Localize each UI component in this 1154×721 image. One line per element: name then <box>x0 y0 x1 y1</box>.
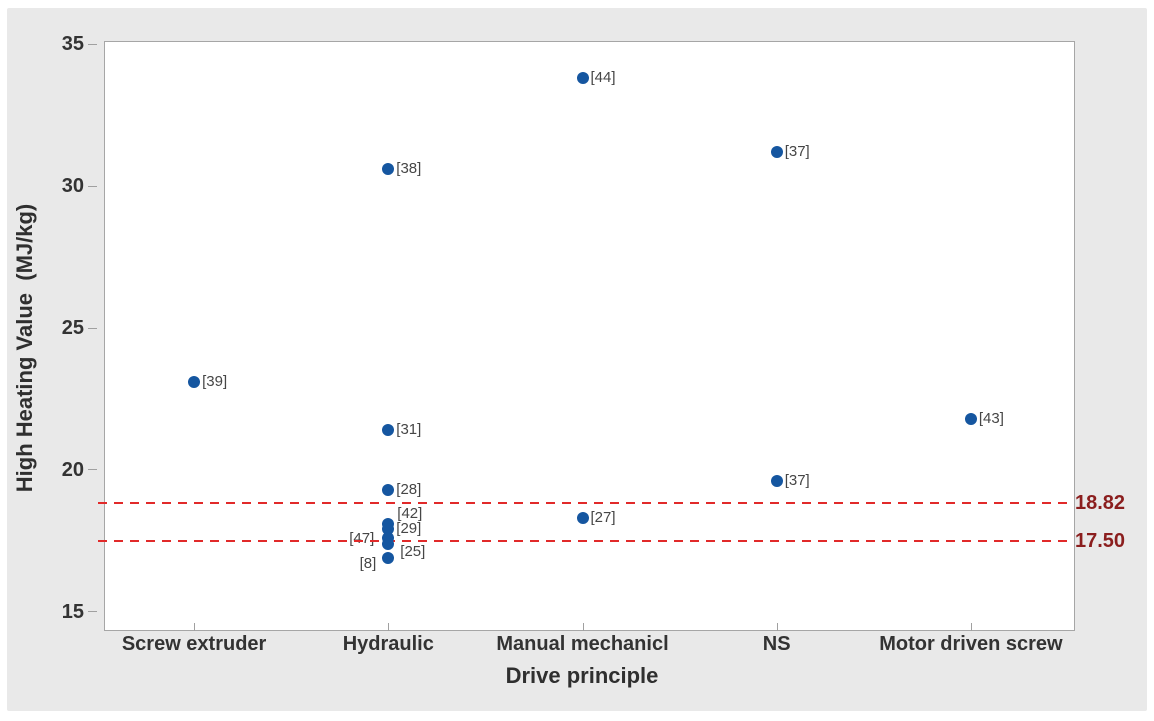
category-label: Manual mechanicl <box>496 633 669 655</box>
data-point[interactable] <box>188 375 201 388</box>
data-point[interactable] <box>576 72 589 85</box>
y-tick-mark <box>88 327 97 329</box>
x-tick-mark <box>582 623 584 631</box>
y-tick-label: 30 <box>61 175 84 198</box>
data-point-label: [31] <box>396 421 422 439</box>
graph-panel <box>7 8 1147 711</box>
x-tick-mark <box>970 623 972 631</box>
data-point[interactable] <box>770 146 783 159</box>
data-point-label: [38] <box>396 160 422 178</box>
category-label: Screw extruder <box>121 633 267 655</box>
category-label: NS <box>762 633 791 655</box>
data-point[interactable] <box>576 512 589 525</box>
data-point-label: [37] <box>784 143 810 161</box>
x-tick-mark <box>194 623 196 631</box>
data-point-label: [47] <box>349 529 375 547</box>
reference-line[interactable] <box>98 539 1067 542</box>
data-point-label: [29] <box>396 520 422 538</box>
y-tick-label: 20 <box>61 458 84 481</box>
reference-line-label: 18.82 <box>1075 492 1126 515</box>
y-tick-mark <box>88 611 97 613</box>
category-label: Hydraulic <box>342 633 434 655</box>
reference-line[interactable] <box>98 502 1067 505</box>
data-point-label: [42] <box>397 504 423 522</box>
data-point[interactable] <box>382 483 395 496</box>
data-point-label: [27] <box>590 509 616 527</box>
data-point-label: [28] <box>396 480 422 498</box>
y-tick-mark <box>88 43 97 45</box>
y-tick-mark <box>88 185 97 187</box>
y-tick-label: 25 <box>61 317 84 339</box>
data-point[interactable] <box>770 475 783 488</box>
data-point[interactable] <box>964 412 977 425</box>
reference-line-label: 17.50 <box>1075 529 1126 552</box>
data-point-label: [37] <box>784 472 810 490</box>
y-tick-mark <box>88 469 97 471</box>
x-tick-mark <box>388 623 390 631</box>
data-point-label: [25] <box>400 542 426 560</box>
y-tick-label: 35 <box>61 33 84 56</box>
y-axis-title: High Heating Value (MJ/kg) <box>12 203 37 493</box>
data-point[interactable] <box>382 163 395 176</box>
category-label: Motor driven screw <box>879 633 1063 655</box>
data-point-label: [43] <box>978 409 1004 427</box>
data-point[interactable] <box>382 551 395 564</box>
plot-area <box>104 41 1075 631</box>
x-axis-title: Drive principle <box>505 663 659 688</box>
x-tick-mark <box>776 623 778 631</box>
data-point-label: [44] <box>590 69 616 87</box>
data-point-label: [8] <box>359 554 377 572</box>
data-point[interactable] <box>382 537 395 550</box>
data-point[interactable] <box>382 424 395 437</box>
data-point-label: [39] <box>202 372 228 390</box>
y-tick-label: 15 <box>61 600 84 623</box>
